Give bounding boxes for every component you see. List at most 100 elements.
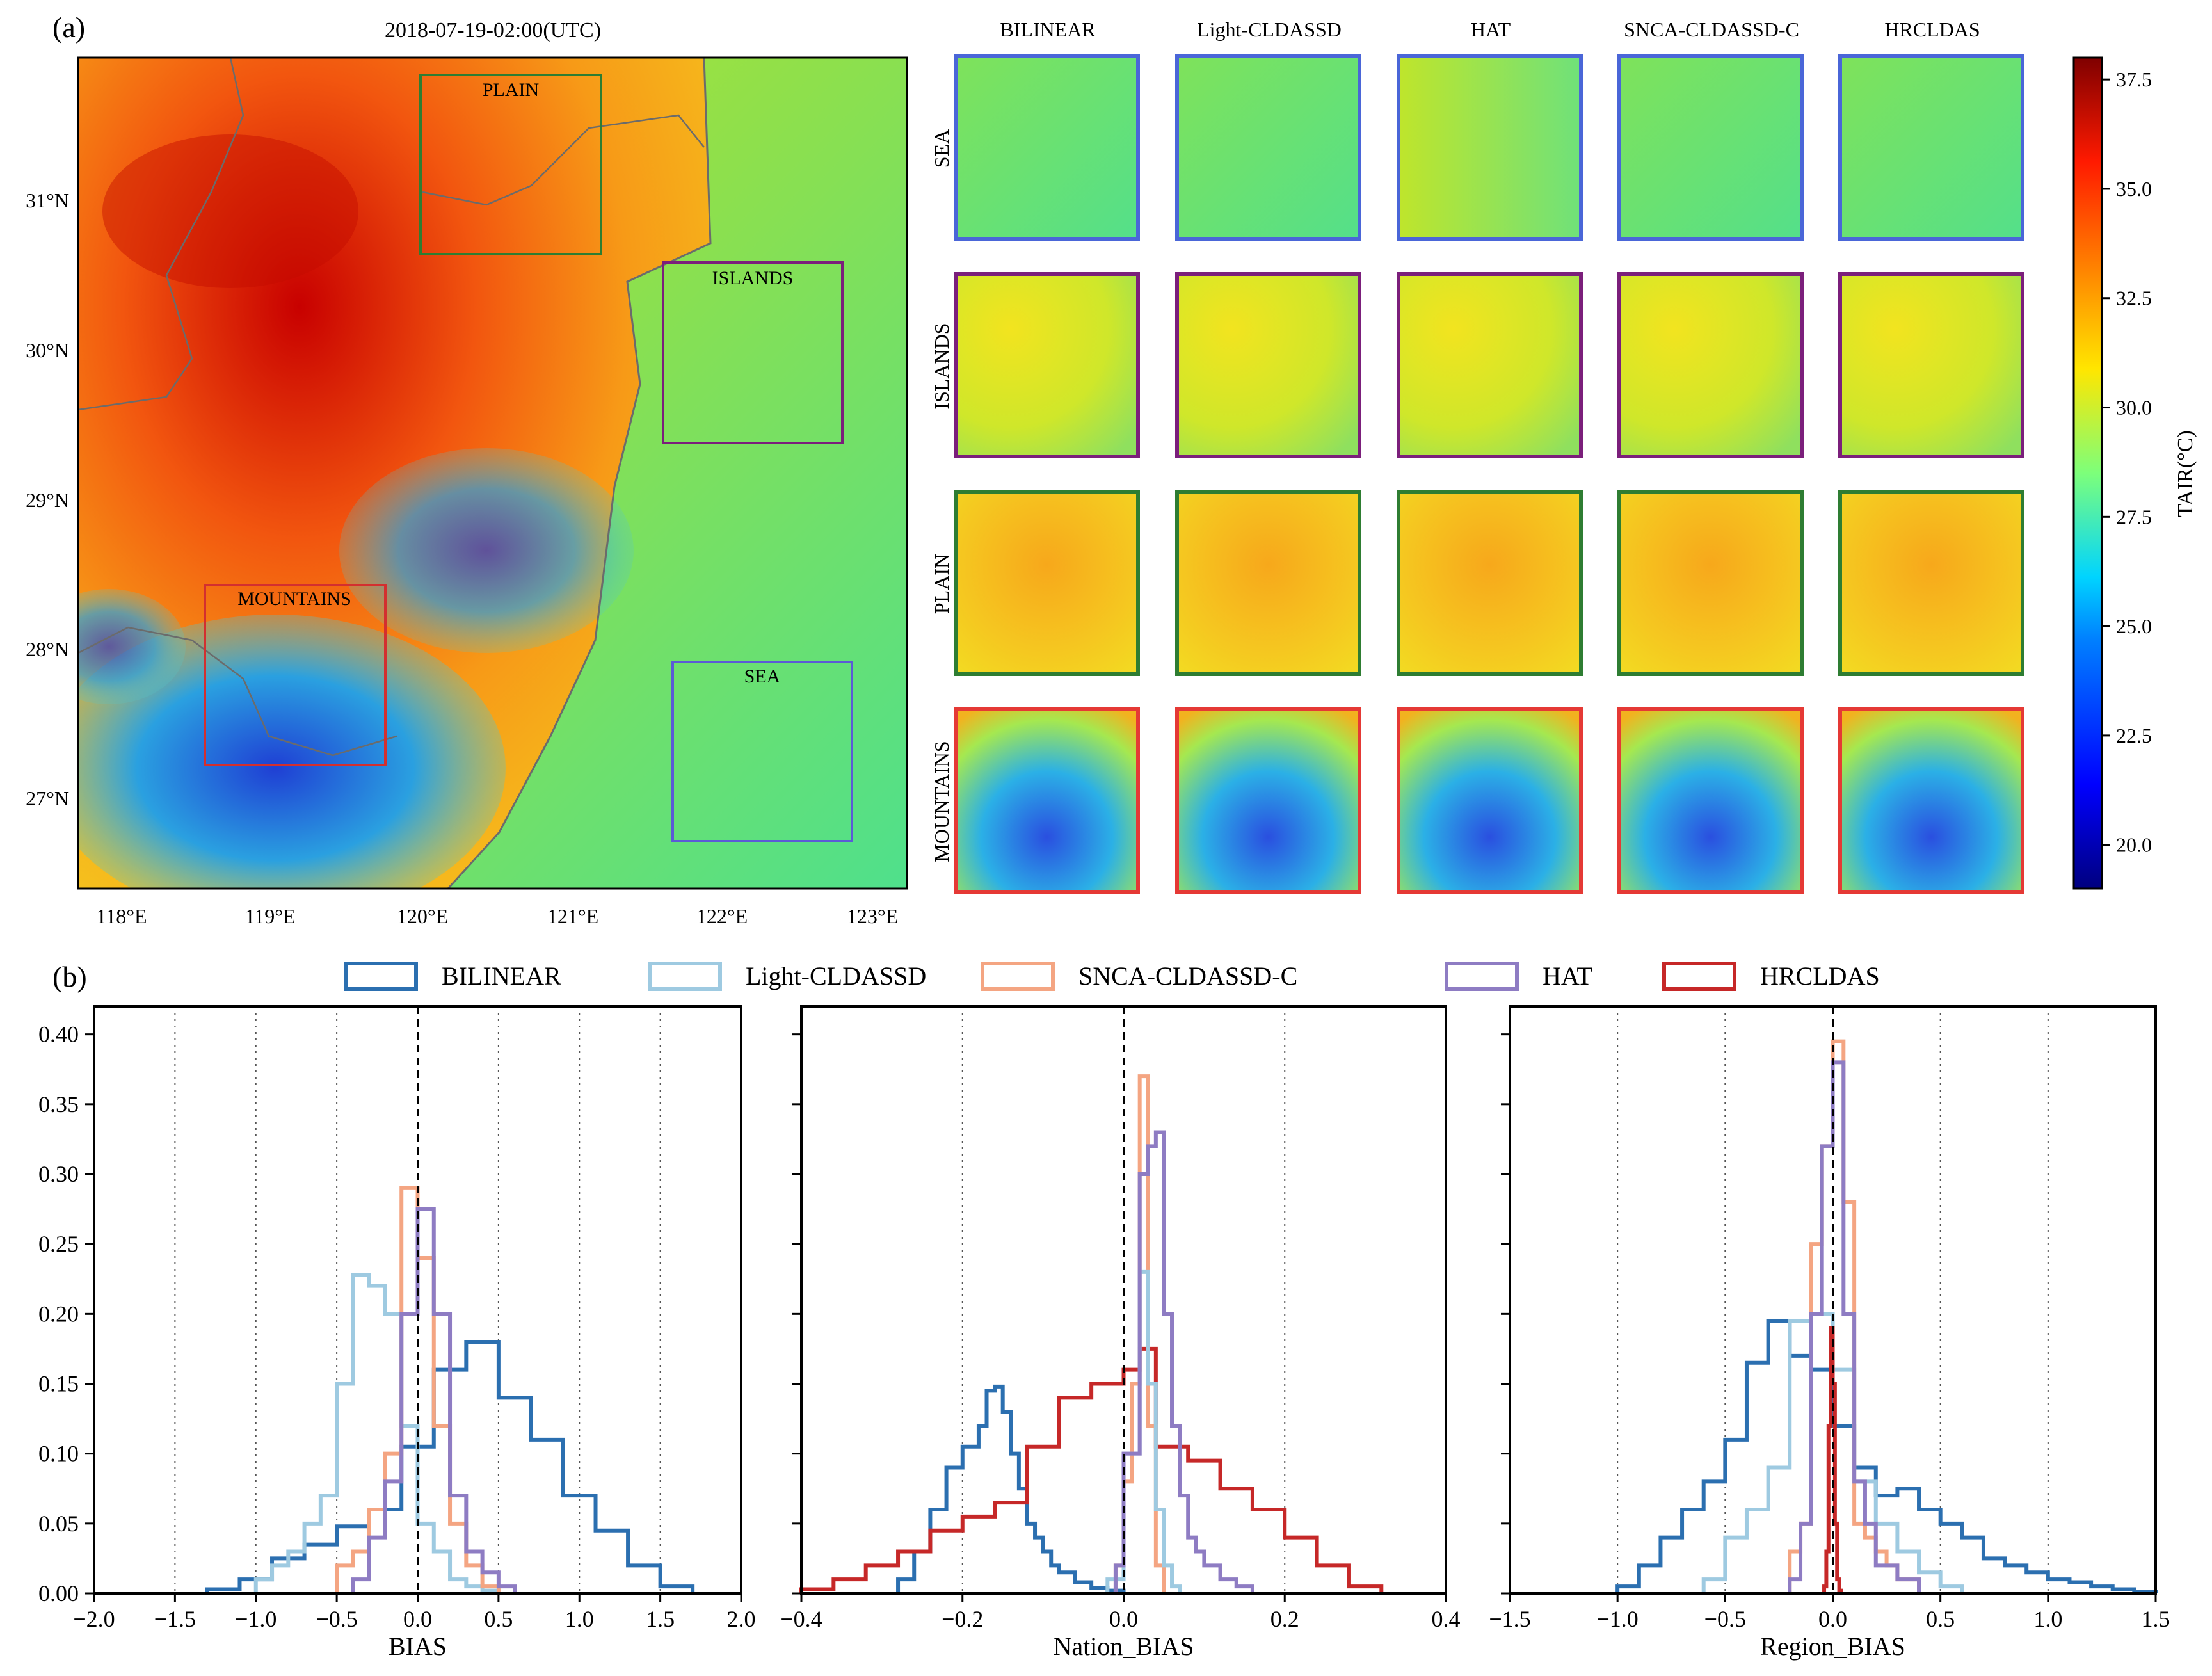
region-label-sea: SEA	[744, 666, 781, 687]
hist-series-light-cldassd	[1105, 1269, 1182, 1593]
region-label-mountains: MOUNTAINS	[237, 588, 351, 609]
map-lon-tick: 123°E	[847, 905, 898, 928]
row-label-mountains: MOUNTAINS	[930, 741, 953, 862]
region-box-plain	[419, 74, 602, 255]
thumbnail-mountains-snca-cldassd-c	[1617, 707, 1804, 894]
row-label-sea: SEA	[930, 129, 953, 168]
hist-series-hat	[351, 1207, 517, 1593]
thumbnail-sea-snca-cldassd-c	[1617, 54, 1804, 241]
map-lat-tick: 28°N	[26, 638, 69, 661]
hist-series-bilinear	[1615, 1319, 2158, 1594]
y-tick-label: 0.10	[38, 1441, 79, 1467]
map-cool-west	[78, 589, 186, 704]
colorbar-ticks: 37.5 35.0 32.5 30.0 27.5 25.0 22.5 20.0	[2102, 68, 2152, 857]
colorbar-tick-label: 35.0	[2116, 177, 2152, 200]
thumbnail-plain-hat	[1397, 490, 1583, 676]
legend-swatch-bilinear	[344, 962, 418, 991]
panel-b-label: (b)	[52, 960, 87, 993]
x-tick-label: −0.5	[1704, 1606, 1746, 1632]
x-axis-label: Nation_BIAS	[1054, 1632, 1194, 1661]
colorbar-tick-label: 32.5	[2116, 287, 2152, 310]
column-header-snca-cldassd-c: SNCA-CLDASSD-C	[1624, 18, 1799, 41]
histogram-bias: −2.0 −1.5 −1.0 −0.5 0.0 0.5 1.0 1.5 2.0 0.00 0.05 0…	[38, 1005, 756, 1661]
y-tick-label: 0.40	[38, 1022, 79, 1047]
map-frame	[77, 56, 908, 890]
legend-label-light-cldassd: Light-CLDASSD	[746, 962, 926, 990]
legend-label-bilinear: BILINEAR	[442, 962, 561, 990]
y-tick-label: 0.25	[38, 1231, 79, 1257]
colorbar-tick-label: 20.0	[2116, 834, 2152, 857]
legend-label-hat: HAT	[1543, 962, 1592, 990]
column-header-bilinear: BILINEAR	[1000, 18, 1096, 41]
colorbar-scale	[2072, 56, 2103, 890]
legend-swatch-snca-cldassd-c	[981, 962, 1055, 991]
x-tick-label: 0.2	[1270, 1606, 1299, 1632]
x-tick-label: 1.5	[646, 1606, 675, 1632]
x-tick-label: −1.5	[1489, 1606, 1530, 1632]
temperature-map	[78, 58, 907, 889]
zoom-thumbnail-grid: BILINEAR Light-CLDASSD HAT SNCA-CLDASSD-…	[930, 18, 2024, 894]
x-tick-label: −0.5	[316, 1606, 357, 1632]
column-header-hat: HAT	[1471, 18, 1511, 41]
map-lon-tick: 120°E	[397, 905, 448, 928]
map-lat-tick: 29°N	[26, 488, 69, 512]
y-tick-label: 0.35	[38, 1092, 79, 1117]
thumbnail-plain-snca-cldassd-c	[1617, 490, 1804, 676]
thumbnail-islands-bilinear	[954, 272, 1140, 458]
thumbnail-islands-snca-cldassd-c	[1617, 272, 1804, 458]
colorbar-label: TAIR(°C)	[2174, 430, 2197, 517]
x-tick-label: 0.4	[1432, 1606, 1461, 1632]
map-coastline	[447, 58, 712, 889]
thumbnail-plain-hrcldas	[1838, 490, 2024, 676]
thumbnail-plain-bilinear	[954, 490, 1140, 676]
y-tick-label: 0.00	[38, 1581, 79, 1606]
map-timestamp: 2018-07-19-02:00(UTC)	[385, 19, 601, 42]
thumbnail-islands-hrcldas	[1838, 272, 2024, 458]
region-label-plain: PLAIN	[483, 79, 539, 101]
column-header-hrcldas: HRCLDAS	[1884, 18, 1980, 41]
x-tick-label: 0.0	[1109, 1606, 1138, 1632]
y-tick-label: 0.15	[38, 1371, 79, 1397]
map-lat-axis: 31°N 30°N 29°N 28°N 27°N	[26, 189, 69, 810]
x-tick-label: 0.0	[1818, 1606, 1847, 1632]
legend-swatch-hrcldas	[1662, 962, 1736, 991]
colorbar-tick-label: 37.5	[2116, 68, 2152, 91]
thumbnail-sea-bilinear	[954, 54, 1140, 241]
region-box-mountains	[204, 584, 387, 766]
map-province-border-north	[422, 114, 705, 206]
thumbnail-mountains-bilinear	[954, 707, 1140, 894]
column-header-light-cldassd: Light-CLDASSD	[1197, 18, 1342, 41]
x-tick-label: 0.0	[403, 1606, 432, 1632]
x-tick-label: −2.0	[73, 1606, 115, 1632]
map-lon-tick: 122°E	[696, 905, 748, 928]
x-axis-label: BIAS	[389, 1632, 447, 1661]
legend-swatch-hat	[1445, 962, 1519, 991]
colorbar: 37.5 35.0 32.5 30.0 27.5 25.0 22.5 20.0 TAIR(°C…	[2072, 56, 2197, 890]
thumbnail-islands-hat	[1397, 272, 1583, 458]
x-tick-label: −0.4	[780, 1606, 822, 1632]
legend-label-snca-cldassd-c: SNCA-CLDASSD-C	[1078, 962, 1297, 990]
x-tick-label: −0.2	[942, 1606, 983, 1632]
x-tick-label: 1.5	[2142, 1606, 2170, 1632]
colorbar-tick-label: 22.5	[2116, 724, 2152, 747]
histogram-nation-bias: −0.4 −0.2 0.0 0.2 0.4 Nation_BIAS	[780, 1005, 1461, 1661]
panel-a-label: (a)	[52, 11, 85, 44]
thumbnail-sea-light-cldassd	[1175, 54, 1361, 241]
map-lat-tick: 27°N	[26, 787, 69, 810]
thumbnail-islands-light-cldassd	[1175, 272, 1361, 458]
x-tick-label: 1.0	[565, 1606, 594, 1632]
thumbnail-mountains-hat	[1397, 707, 1583, 894]
map-region-boxes: PLAIN ISLANDS MOUNTAINS SEA	[204, 74, 853, 842]
x-tick-label: −1.0	[235, 1606, 276, 1632]
map-lon-tick: 121°E	[547, 905, 598, 928]
region-box-sea	[671, 661, 853, 842]
map-lon-tick: 119°E	[244, 905, 295, 928]
thumbnail-plain-light-cldassd	[1175, 490, 1361, 676]
x-tick-label: 2.0	[727, 1606, 756, 1632]
thumbnail-mountains-light-cldassd	[1175, 707, 1361, 894]
thumbnail-sea-hrcldas	[1838, 54, 2024, 241]
map-lat-tick: 31°N	[26, 189, 69, 212]
histogram-legend: BILINEAR Light-CLDASSD SNCA-CLDASSD-C HAT HR…	[344, 962, 1880, 991]
row-label-islands: ISLANDS	[930, 323, 953, 409]
colorbar-tick-label: 27.5	[2116, 505, 2152, 528]
